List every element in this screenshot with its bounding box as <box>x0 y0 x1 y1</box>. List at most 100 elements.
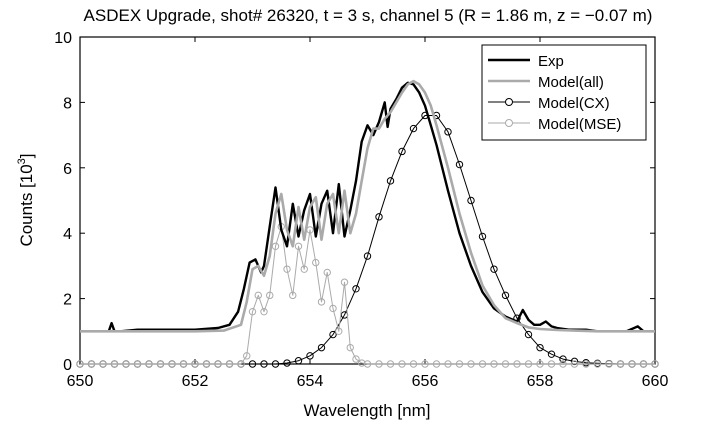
data-point-model-mse <box>386 360 395 368</box>
data-point-model-mse <box>76 360 84 368</box>
data-point-model-mse <box>432 360 441 368</box>
data-point-model-cx <box>352 285 360 293</box>
x-tick-label: 658 <box>527 373 554 390</box>
data-point-model-mse <box>490 360 498 368</box>
data-point-model-cx <box>283 359 291 367</box>
data-point-model-cx <box>329 330 337 339</box>
data-point-model-cx <box>490 265 498 273</box>
data-point-model-mse <box>582 360 590 368</box>
x-tick-label: 654 <box>297 373 324 390</box>
series-line-exp <box>80 81 655 333</box>
data-point-model-cx <box>570 357 579 366</box>
data-point-model-mse <box>478 360 487 368</box>
data-point-model-mse <box>559 360 567 368</box>
data-point-model-mse <box>254 291 262 300</box>
data-point-model-mse <box>513 360 521 368</box>
data-point-model-mse <box>467 360 475 368</box>
y-tick-label: 0 <box>63 357 72 374</box>
data-point-model-cx <box>524 330 533 339</box>
data-point-model-mse <box>375 360 383 368</box>
legend-label-model-cx: Model(CX) <box>538 95 610 112</box>
data-point-model-mse <box>547 360 556 368</box>
data-point-model-mse <box>329 304 337 313</box>
legend-marker-model-cx <box>505 98 513 106</box>
y-tick-label: 6 <box>63 161 72 178</box>
legend: Exp Model(all) Model(CX) Model(MSE) <box>481 44 647 141</box>
data-point-model-mse <box>346 343 354 352</box>
legend-label-exp: Exp <box>538 53 564 70</box>
series-line-model-mse <box>80 226 655 365</box>
data-point-model-mse <box>145 360 153 368</box>
data-point-model-mse <box>312 258 320 267</box>
x-tick-label: 656 <box>412 373 439 390</box>
data-point-model-mse <box>237 360 245 368</box>
data-point-model-mse <box>639 360 648 368</box>
data-point-model-mse <box>628 360 636 368</box>
axis-ticks: 650 652 654 656 658 660 0 2 4 6 8 10 <box>54 30 668 390</box>
data-point-model-mse <box>651 360 659 368</box>
data-point-model-mse <box>214 360 222 368</box>
data-point-model-cx <box>398 147 406 156</box>
y-tick-label: 4 <box>63 226 72 243</box>
data-point-model-mse <box>536 360 544 368</box>
data-point-model-mse <box>593 360 602 368</box>
data-point-model-mse <box>363 360 372 368</box>
x-tick-label: 660 <box>642 373 669 390</box>
legend-items: Exp Model(all) Model(CX) Model(MSE) <box>488 53 621 133</box>
data-point-model-mse <box>455 360 464 368</box>
data-point-model-mse <box>110 360 119 368</box>
data-point-model-cx <box>306 352 314 360</box>
data-point-model-cx <box>559 355 567 363</box>
data-point-model-mse <box>260 307 268 316</box>
series-layer <box>76 79 659 368</box>
data-point-model-cx <box>375 213 383 221</box>
data-point-model-cx <box>547 350 556 358</box>
data-point-model-mse <box>133 360 142 368</box>
data-point-model-mse <box>323 268 331 277</box>
data-point-model-cx <box>317 343 326 352</box>
y-tick-label: 10 <box>54 30 72 47</box>
x-tick-label: 650 <box>67 373 94 390</box>
data-point-model-cx <box>536 343 544 352</box>
data-point-model-cx <box>501 291 510 300</box>
data-point-model-mse <box>300 265 308 273</box>
data-point-model-mse <box>266 291 274 300</box>
data-point-model-mse <box>605 360 613 368</box>
data-point-model-cx <box>363 252 372 260</box>
data-point-model-mse <box>570 360 579 368</box>
data-point-model-cx <box>248 360 257 368</box>
data-point-model-mse <box>179 360 188 368</box>
data-point-model-cx <box>386 177 395 185</box>
data-point-model-mse <box>87 360 96 368</box>
data-point-model-mse <box>444 360 452 368</box>
data-point-model-mse <box>358 359 366 367</box>
data-point-model-cx <box>260 360 268 368</box>
data-point-model-mse <box>501 360 510 368</box>
data-point-model-mse <box>524 360 533 368</box>
data-point-model-cx <box>409 124 418 133</box>
data-point-model-mse <box>156 360 165 368</box>
legend-marker-model-mse <box>505 119 513 127</box>
y-axis-label-text: Counts [10 <box>17 164 36 246</box>
data-point-model-mse <box>122 360 130 368</box>
data-point-model-cx <box>455 160 464 169</box>
y-axis-label: Counts [103] <box>16 153 36 246</box>
data-point-model-mse <box>243 352 251 360</box>
data-point-model-mse <box>335 327 343 335</box>
data-point-model-cx <box>294 357 303 365</box>
data-point-model-mse <box>99 360 107 368</box>
chart-title: ASDEX Upgrade, shot# 26320, t = 3 s, cha… <box>84 6 653 25</box>
y-axis-label-exponent: 3 <box>16 158 28 164</box>
data-point-model-mse <box>191 360 199 368</box>
data-point-model-mse <box>352 355 360 363</box>
data-point-model-mse <box>317 298 326 306</box>
data-point-model-mse <box>289 291 297 300</box>
data-point-model-mse <box>616 360 625 368</box>
x-axis-label: Wavelength [nm] <box>304 401 431 420</box>
y-axis-label-close: ] <box>17 153 36 158</box>
y-tick-label: 8 <box>63 95 72 112</box>
data-point-model-mse <box>248 307 257 316</box>
legend-label-model-all: Model(all) <box>538 74 604 91</box>
data-point-model-mse <box>409 360 418 368</box>
